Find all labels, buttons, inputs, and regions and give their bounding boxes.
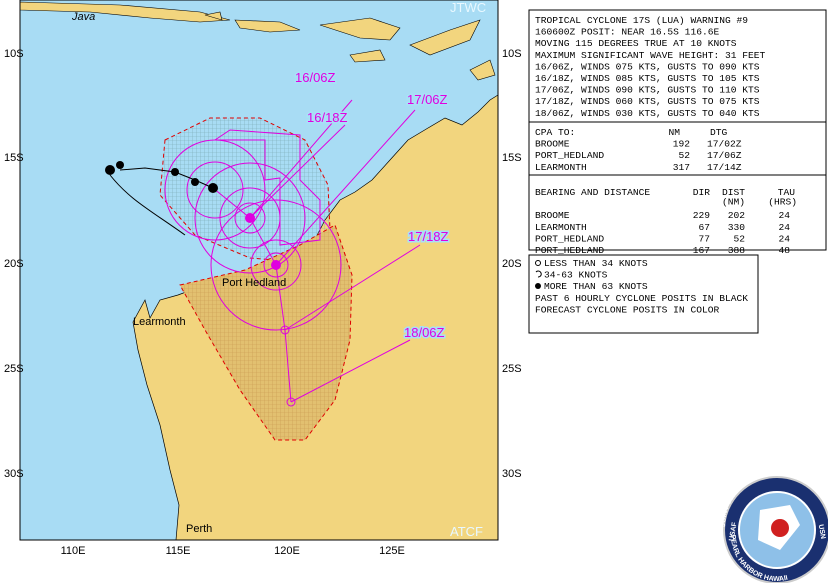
lon-label: 120E [274, 545, 300, 557]
warning-line: 160600Z POSIT: NEAR 16.5S 116.6E [535, 27, 719, 38]
table-cell: LEARMONTH [535, 162, 587, 173]
table-cell: 52 [733, 233, 745, 244]
logo-right: USN [817, 524, 826, 540]
table-cell: 24 [778, 210, 790, 221]
lat-label: 15S [502, 152, 522, 164]
warning-panel [528, 9, 827, 251]
table-cell: 317 [673, 162, 690, 173]
legend-icon [535, 270, 542, 278]
warning-line: 18/06Z, WINDS 030 KTS, GUSTS TO 040 KTS [535, 108, 760, 119]
forecast-label: 17/06Z [407, 92, 448, 107]
warning-line: 17/18Z, WINDS 060 KTS, GUSTS TO 075 KTS [535, 96, 760, 107]
warning-line: TROPICAL CYCLONE 17S (LUA) WARNING #9 [535, 15, 748, 26]
table-cell: DIST [722, 187, 745, 198]
table-cell: 388 [728, 245, 746, 256]
map-labels: 10S 10S 15S 15S 20S 20S 25S 25S 30S 30S 110E 115E 12… [4, 0, 522, 557]
legend-line: 34-63 KNOTS [544, 270, 608, 281]
forecast-weak [280, 325, 296, 407]
table-cell: 167 [693, 245, 710, 256]
logo: JOINT TYPHOON WARNING CENTER PEARL HARBO… [720, 470, 828, 583]
legend-panel [528, 254, 759, 334]
table-cell: BROOME [535, 210, 570, 221]
table-cell: 48 [778, 245, 790, 256]
corner-label: ATCF [450, 524, 483, 539]
table-cell: 192 [673, 139, 691, 150]
table-cell: PORT_HEDLAND [535, 233, 604, 244]
logo-left: USAF [728, 521, 738, 542]
lon-label: 110E [61, 545, 86, 557]
table-cell: PORT_HEDLAND [535, 245, 604, 256]
lat-label: 10S [4, 48, 24, 60]
table-cell: 77 [698, 233, 710, 244]
forecast-label: 16/06Z [295, 70, 336, 85]
table-cell: 17/02Z [707, 139, 742, 150]
islands [204, 11, 496, 81]
table-cell: 229 [693, 210, 711, 221]
wind-radii [164, 99, 421, 403]
table-cell: 24 [778, 222, 790, 233]
lat-label: 10S [502, 48, 522, 60]
forecast-label: 17/18Z [408, 229, 449, 244]
warning-line: MAXIMUM SIGNIFICANT WAVE HEIGHT: 31 FEET [535, 50, 766, 61]
lat-label: 30S [502, 468, 522, 480]
place-label: Port Hedland [222, 277, 286, 289]
lat-label: 15S [4, 152, 24, 164]
forecast-label: 16/18Z [307, 110, 348, 125]
wind-area-south [179, 224, 353, 441]
table-cell: CPA TO: [535, 127, 575, 138]
lon-label: 125E [379, 545, 405, 557]
past-track [105, 161, 218, 236]
legend-icon [535, 283, 541, 289]
place-label: Perth [186, 523, 212, 535]
table-cell: DTG [710, 127, 728, 138]
table-cell: 52 [678, 150, 690, 161]
table-cell: LEARMONTH [535, 222, 587, 233]
lat-label: 20S [502, 258, 522, 270]
lat-label: 20S [4, 258, 24, 270]
table-cell: (NM) [722, 197, 745, 208]
warning-line: 17/06Z, WINDS 090 KTS, GUSTS TO 110 KTS [535, 85, 760, 96]
forecast-label: 18/06Z [404, 325, 445, 340]
lon-label: 115E [166, 545, 191, 557]
table-cell: 202 [728, 210, 746, 221]
legend-line: PAST 6 HOURLY CYCLONE POSITS IN BLACK [535, 293, 748, 304]
table-cell: DIR [693, 187, 711, 198]
warning-line: 16/18Z, WINDS 085 KTS, GUSTS TO 105 KTS [535, 73, 760, 84]
warning-line: 16/06Z, WINDS 075 KTS, GUSTS TO 090 KTS [535, 61, 760, 72]
table-cell: NM [668, 127, 680, 138]
warning-line: MOVING 115 DEGREES TRUE AT 10 KNOTS [535, 38, 737, 49]
corner-label: JTWC [450, 0, 486, 15]
legend-icon [535, 260, 541, 266]
table-cell: 17/14Z [707, 162, 742, 173]
table-cell: 330 [728, 222, 746, 233]
table-cell: BEARING AND DISTANCE [535, 187, 650, 198]
table-cell: TAU [778, 187, 796, 198]
java [20, 1, 231, 23]
place-label: Java [71, 11, 95, 23]
lat-label: 30S [4, 468, 24, 480]
table-cell: PORT_HEDLAND [535, 150, 604, 161]
lat-label: 25S [502, 363, 522, 375]
table-cell: (HRS) [768, 197, 797, 208]
place-label: Learmonth [133, 316, 186, 328]
table-cell: 24 [778, 233, 790, 244]
map [20, 0, 498, 540]
text-panels: TROPICAL CYCLONE 17S (LUA) WARNING #9160… [535, 15, 797, 315]
legend-line: LESS THAN 34 KNOTS [544, 258, 648, 269]
legend-line: MORE THAN 63 KNOTS [544, 281, 648, 292]
forecast-posits [245, 213, 281, 270]
lat-label: 25S [4, 363, 24, 375]
map-frame [19, 0, 499, 541]
legend-line: FORECAST CYCLONE POSITS IN COLOR [535, 304, 719, 315]
table-cell: 67 [698, 222, 710, 233]
table-cell: BROOME [535, 139, 570, 150]
table-cell: 17/06Z [707, 150, 742, 161]
